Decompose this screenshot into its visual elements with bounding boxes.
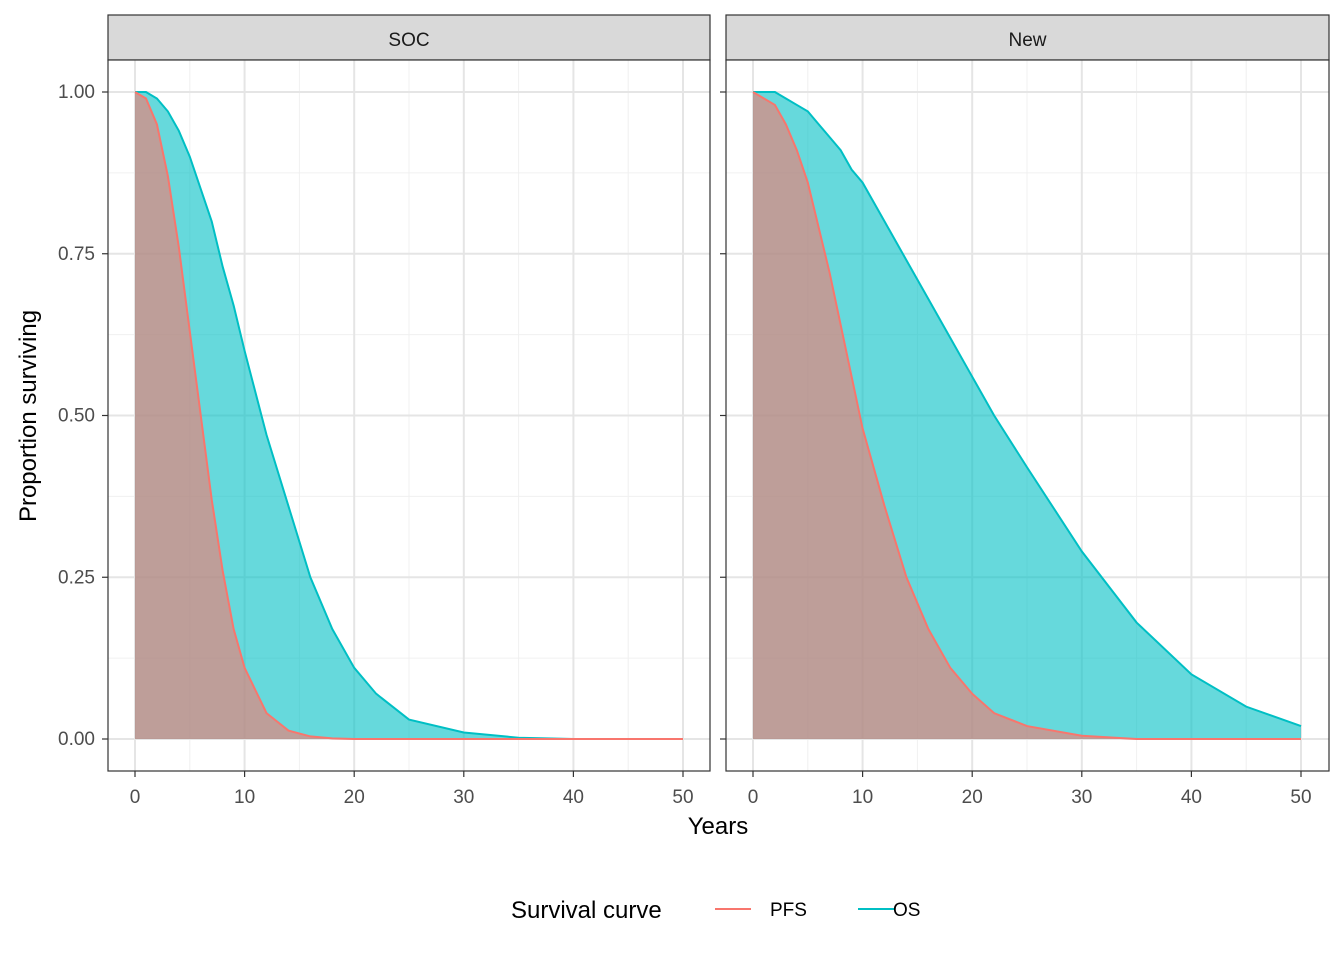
x-tick-label: 10 [234, 787, 255, 808]
legend-label-os: OS [893, 900, 920, 921]
x-tick-label: 20 [962, 787, 983, 808]
facet-label: SOC [388, 30, 429, 51]
panel-soc: SOC 0 10 20 30 40 50 0.00 0.25 0.50 0.75 1.00 [58, 14, 711, 808]
line-pfs [752, 91, 1301, 740]
y-tick-label: 1.00 [58, 82, 95, 103]
panel-new: New 0 10 20 30 40 50 [720, 14, 1330, 808]
y-tick-label: 0.00 [58, 729, 95, 750]
area-pfs [753, 92, 1301, 739]
legend-entries: PFS OS [715, 900, 920, 921]
x-tick-label: 40 [1181, 787, 1202, 808]
legend: Survival curve PFS OS [511, 897, 920, 924]
area-pfs [135, 92, 683, 739]
y-tick-label: 0.25 [58, 567, 95, 588]
legend-label-pfs: PFS [770, 900, 807, 921]
panels-layer: SOC 0 10 20 30 40 50 0.00 0.25 0.50 0.75 1.00 New 0 10… [58, 14, 1330, 808]
line-os [135, 91, 683, 740]
x-tick-label: 50 [672, 787, 693, 808]
x-tick-label: 30 [453, 787, 474, 808]
x-tick-label: 30 [1071, 787, 1092, 808]
x-tick-label: 0 [748, 787, 759, 808]
x-tick-label: 10 [852, 787, 873, 808]
legend-title: Survival curve [511, 897, 662, 924]
area-os [135, 92, 683, 739]
facet-label: New [1008, 30, 1046, 51]
line-pfs [134, 91, 683, 740]
x-tick-label: 50 [1290, 787, 1311, 808]
x-axis-title: Years [688, 813, 749, 840]
facet-strip [107, 14, 711, 61]
line-os [753, 91, 1302, 728]
y-tick-label: 0.75 [58, 244, 95, 265]
y-tick-label: 0.50 [58, 406, 95, 427]
x-tick-label: 0 [130, 787, 141, 808]
x-tick-label: 20 [344, 787, 365, 808]
x-tick-label: 40 [563, 787, 584, 808]
facet-strip [725, 14, 1330, 61]
y-axis-title: Proportion surviving [15, 310, 42, 522]
